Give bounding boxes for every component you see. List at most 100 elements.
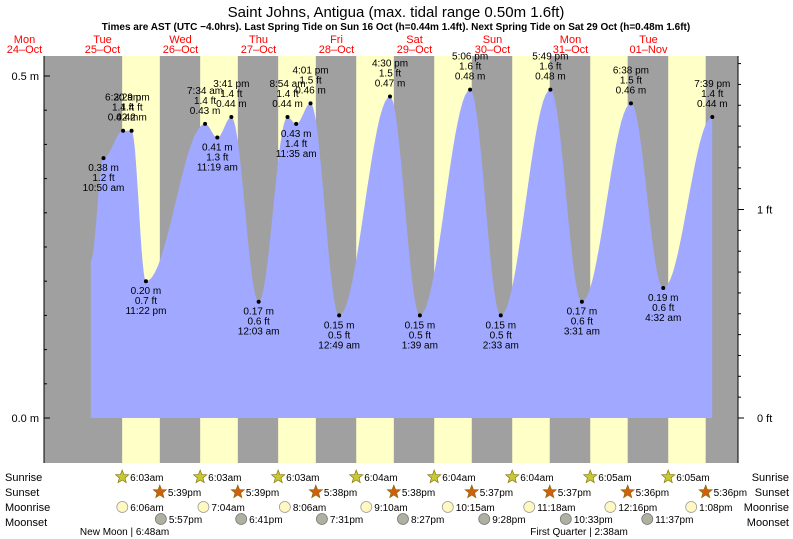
tide-marker (548, 87, 553, 92)
moonset-time: 8:27pm (411, 515, 444, 526)
tide-label: 0.47 m (375, 79, 406, 90)
tide-label: 1.4 ft (701, 89, 723, 100)
tide-marker (256, 299, 261, 304)
day-date: 28–Oct (319, 44, 354, 56)
tide-label: 1.4 ft (120, 103, 142, 114)
day-name: Thu (249, 34, 268, 46)
moonrise-time: 8:06am (293, 503, 326, 514)
moon-phase-label: New Moon | 6:48am (80, 527, 169, 538)
row-label-right: Moonset (747, 517, 789, 529)
sunset-icon (620, 484, 636, 499)
day-name: Mon (560, 34, 581, 46)
tide-label: 1.5 ft (299, 75, 321, 86)
moonset-time: 6:41pm (249, 515, 282, 526)
sunrise-time: 6:03am (286, 473, 319, 484)
sunset-icon (698, 484, 714, 499)
sunset-time: 5:39pm (246, 488, 279, 499)
tide-marker (417, 313, 422, 318)
sunrise-time: 6:05am (598, 473, 631, 484)
sunrise-time: 6:05am (676, 473, 709, 484)
tide-label: 0.5 ft (490, 330, 512, 341)
tide-marker (661, 286, 666, 291)
tide-label: 0.17 m (567, 307, 598, 318)
tide-label: 1:39 am (402, 340, 438, 351)
sunrise-time: 6:04am (364, 473, 397, 484)
tide-label: 0.41 m (202, 143, 233, 154)
tide-label: 0.5 ft (328, 330, 350, 341)
tide-marker (710, 115, 715, 120)
tide-label: 0.44 m (272, 99, 303, 110)
moonset-icon (154, 513, 167, 525)
tide-marker (121, 128, 126, 133)
day-date: 31–Oct (553, 44, 588, 56)
tide-label: 1.3 ft (206, 153, 228, 164)
tide-label: 12:49 am (318, 340, 360, 351)
tide-marker (229, 115, 234, 120)
moonrise-icon (116, 501, 129, 513)
sunset-icon (386, 484, 402, 499)
moonset-time: 9:28pm (492, 515, 525, 526)
sunrise-icon (192, 469, 208, 484)
tide-label: 11:22 pm (125, 306, 166, 317)
day-name: Fri (330, 34, 343, 46)
tide-label: 0.15 m (485, 320, 516, 331)
tide-label: 6:38 pm (613, 65, 649, 76)
left-tick-label: 0.0 m (11, 413, 39, 425)
tide-marker (203, 121, 208, 126)
tide-marker (308, 101, 313, 106)
tide-label: 1.4 ft (276, 89, 298, 100)
day-name: Tue (93, 34, 112, 46)
chart-subtitle: Times are AST (UTC −4.0hrs). Last Spring… (102, 22, 690, 33)
moonrise-time: 6:06am (130, 503, 163, 514)
astronomy-rows: Sunrise Sunrise Sunset Sunset Moonrise Moonri… (5, 469, 789, 538)
tide-label: 3:41 pm (213, 79, 249, 90)
tide-label: 0.48 m (535, 72, 566, 83)
sunrise-icon (504, 469, 520, 484)
tide-label: 5:49 pm (532, 52, 568, 63)
tide-label: 0.17 m (243, 307, 274, 318)
moonrise-time: 1:08pm (699, 503, 732, 514)
sunset-icon (542, 484, 558, 499)
day-labels: Mon24–OctTue25–OctWed26–OctThu27–OctFri2… (7, 34, 668, 56)
row-label-left: Moonrise (5, 502, 50, 514)
sunset-time: 5:37pm (480, 488, 513, 499)
tide-label: 1.4 ft (285, 139, 307, 150)
chart-title: Saint Johns, Antigua (max. tidal range 0… (228, 4, 565, 21)
sunset-time: 5:38pm (324, 488, 357, 499)
day-date: 26–Oct (163, 44, 198, 56)
tide-label: 0.43 m (190, 106, 221, 117)
day-name: Tue (639, 34, 658, 46)
tide-label: 0.19 m (648, 293, 679, 304)
day-date: 27–Oct (241, 44, 276, 56)
tide-marker (294, 121, 299, 126)
sunset-time: 5:37pm (558, 488, 591, 499)
tide-label: 11:35 am (276, 149, 317, 160)
tide-label: 0.46 m (616, 85, 647, 96)
moonset-time: 7:31pm (330, 515, 363, 526)
day-date: 25–Oct (85, 44, 120, 56)
tide-label: 4:32 am (645, 313, 681, 324)
sunset-time: 5:38pm (402, 488, 435, 499)
day-name: Wed (169, 34, 191, 46)
moonset-icon (235, 513, 248, 525)
tide-label: 1.6 ft (539, 62, 561, 73)
row-label-left: Moonset (5, 517, 47, 529)
sunrise-time: 6:03am (130, 473, 163, 484)
tide-marker (468, 87, 473, 92)
row-label-left: Sunset (5, 487, 39, 499)
day-name: Sun (483, 34, 503, 46)
moonrise-icon (441, 501, 454, 513)
tide-label: 4:30 pm (372, 59, 408, 70)
sunset-time: 5:39pm (168, 488, 201, 499)
moonrise-time: 10:15am (456, 503, 495, 514)
sunrise-icon (270, 469, 286, 484)
tide-area-path (90, 89, 713, 418)
tide-label: 0.43 m (281, 129, 312, 140)
day-name: Sat (406, 34, 423, 46)
tide-label: 0.6 ft (248, 317, 270, 328)
tide-label: 5:06 pm (452, 52, 488, 63)
right-tick-label: 0 ft (757, 413, 772, 425)
right-tick-label: 1 ft (757, 205, 772, 217)
tide-label: 12:03 am (238, 327, 280, 338)
left-tick-label: 0.5 m (11, 71, 39, 83)
